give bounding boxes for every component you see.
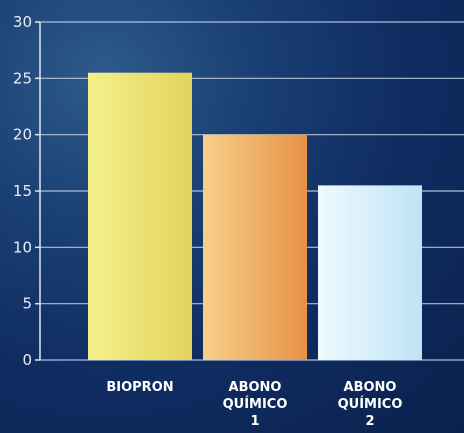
category-label: QUÍMICO <box>338 396 403 412</box>
category-label: 1 <box>250 414 259 429</box>
category-label: BIOPRON <box>106 380 173 395</box>
y-tick-label: 5 <box>22 295 32 313</box>
bar-3 <box>318 185 422 360</box>
y-tick-label: 10 <box>13 238 32 256</box>
bar-2 <box>203 134 307 360</box>
y-tick-label: 15 <box>13 182 32 200</box>
y-tick-label: 0 <box>22 351 32 369</box>
category-label: QUÍMICO <box>223 396 288 412</box>
category-label: ABONO <box>344 380 397 395</box>
y-tick-label: 30 <box>13 13 32 31</box>
y-axis: 0 5 10 15 20 25 30 <box>13 13 41 369</box>
category-label: ABONO <box>229 380 282 395</box>
y-tick-label: 25 <box>13 69 32 87</box>
bars <box>88 72 422 360</box>
y-tick-label: 20 <box>13 126 32 144</box>
category-label: 2 <box>365 414 374 429</box>
bar-1 <box>88 72 192 360</box>
